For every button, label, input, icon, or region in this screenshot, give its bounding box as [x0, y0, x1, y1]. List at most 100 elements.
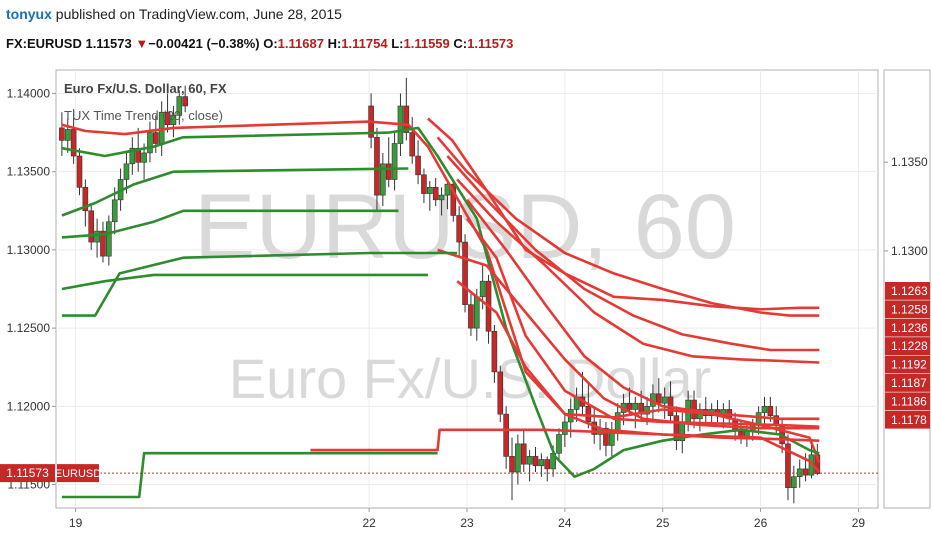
trend-line-red: [465, 217, 820, 428]
y-tick-label: 1.14000: [7, 86, 51, 100]
candle-up: [479, 280, 486, 298]
candle-down: [403, 105, 410, 133]
publish-line: tonyux published on TradingView.com, Jun…: [6, 6, 342, 22]
close-label: C:: [453, 36, 468, 51]
candle: [444, 179, 451, 210]
candle: [64, 118, 71, 153]
candle: [421, 168, 427, 203]
candle-down: [385, 163, 392, 180]
candle-down: [491, 330, 498, 373]
candle-down: [82, 187, 89, 212]
candle: [391, 132, 398, 191]
candle-down: [626, 402, 633, 410]
trend-price-tag: [885, 392, 930, 411]
price-change: −0.00421: [148, 36, 203, 51]
candle: [385, 137, 392, 188]
symbol-tag: [57, 464, 99, 483]
candle-down: [59, 127, 65, 141]
trend-line-red: [310, 428, 821, 473]
candle-up: [111, 199, 118, 223]
trend-line-red: [446, 155, 820, 352]
candle: [456, 206, 462, 258]
candle: [661, 387, 668, 419]
candle-down: [585, 406, 592, 423]
candle: [491, 324, 498, 383]
candle: [70, 109, 77, 164]
candle-down: [432, 187, 439, 201]
price-change-percent: (−0.38%): [206, 36, 260, 51]
trend-price-label: 1.1228: [891, 339, 928, 353]
trend-price-label: 1.1178: [891, 413, 927, 427]
low-label: L:: [391, 36, 404, 51]
trend-price-tag: [885, 410, 930, 429]
y-tick-label: 1.12000: [7, 399, 51, 413]
candle-up: [427, 187, 433, 194]
candle: [585, 384, 592, 429]
candle-down: [409, 132, 416, 157]
candle-up: [94, 230, 100, 243]
candle: [515, 434, 521, 485]
chart-header: tonyux published on TradingView.com, Jun…: [0, 0, 932, 60]
candle-down: [497, 371, 504, 415]
candle: [94, 218, 100, 258]
down-arrow-icon: ▼: [135, 36, 149, 51]
candle: [100, 221, 106, 263]
current-price-label: 1.11573: [6, 466, 49, 480]
candle: [761, 396, 768, 426]
candle-down: [673, 415, 680, 442]
published-text: published on TradingView.com, June 28, 2…: [55, 6, 342, 22]
candle: [450, 181, 457, 222]
candle-down: [509, 456, 515, 473]
candle-up: [562, 421, 568, 435]
y-tick-label: 1.13000: [7, 243, 51, 257]
candle: [432, 177, 439, 207]
candle: [427, 181, 433, 211]
legend-indicator-name: TUX Time Trend (20, close): [64, 108, 223, 123]
symbol-tag-label: EURUSD: [55, 468, 102, 480]
author-link[interactable]: tonyux: [6, 6, 52, 22]
trend-line-red: [437, 248, 820, 430]
candle-up: [170, 115, 177, 126]
trend-price-tag: [885, 300, 930, 319]
candle: [497, 365, 504, 422]
candle-down: [70, 129, 77, 157]
candle: [785, 434, 791, 501]
x-tick-label: 23: [460, 516, 474, 530]
current-price-tag: [0, 464, 55, 483]
candle-up: [147, 132, 153, 154]
candle-down: [164, 111, 171, 126]
candle: [147, 121, 153, 163]
candle: [673, 406, 680, 451]
candle-down: [76, 155, 83, 188]
trend-price-tag: [885, 374, 930, 392]
candle-up: [644, 406, 650, 415]
high-value: 1.11754: [341, 36, 388, 51]
candle: [170, 105, 177, 138]
candle: [111, 187, 118, 235]
candle-up: [129, 147, 136, 165]
open-value: 1.11687: [277, 36, 324, 51]
trend-line-red: [61, 120, 821, 464]
candle-down: [153, 132, 159, 144]
candle-down: [520, 443, 527, 465]
candle-down: [462, 241, 468, 305]
x-tick-label: 24: [558, 516, 572, 530]
trend-line-green: [61, 126, 820, 478]
candle: [129, 137, 136, 175]
high-label: H:: [327, 36, 342, 51]
x-tick-label: 25: [656, 516, 670, 530]
candle-down: [544, 459, 551, 470]
candle: [82, 179, 89, 227]
x-tick-label: 29: [852, 516, 866, 530]
x-tick-label: 26: [754, 516, 768, 530]
trend-line-green: [61, 209, 399, 239]
x-tick-label: 19: [69, 516, 83, 530]
candle-down: [785, 443, 791, 488]
candle: [106, 215, 112, 266]
quote-line: FX:EURUSD 1.11573 ▼−0.00421 (−0.38%) O:1…: [6, 36, 513, 51]
candle-down: [100, 230, 106, 257]
candle: [544, 456, 551, 482]
candle: [468, 293, 474, 336]
candle-up: [123, 163, 130, 180]
